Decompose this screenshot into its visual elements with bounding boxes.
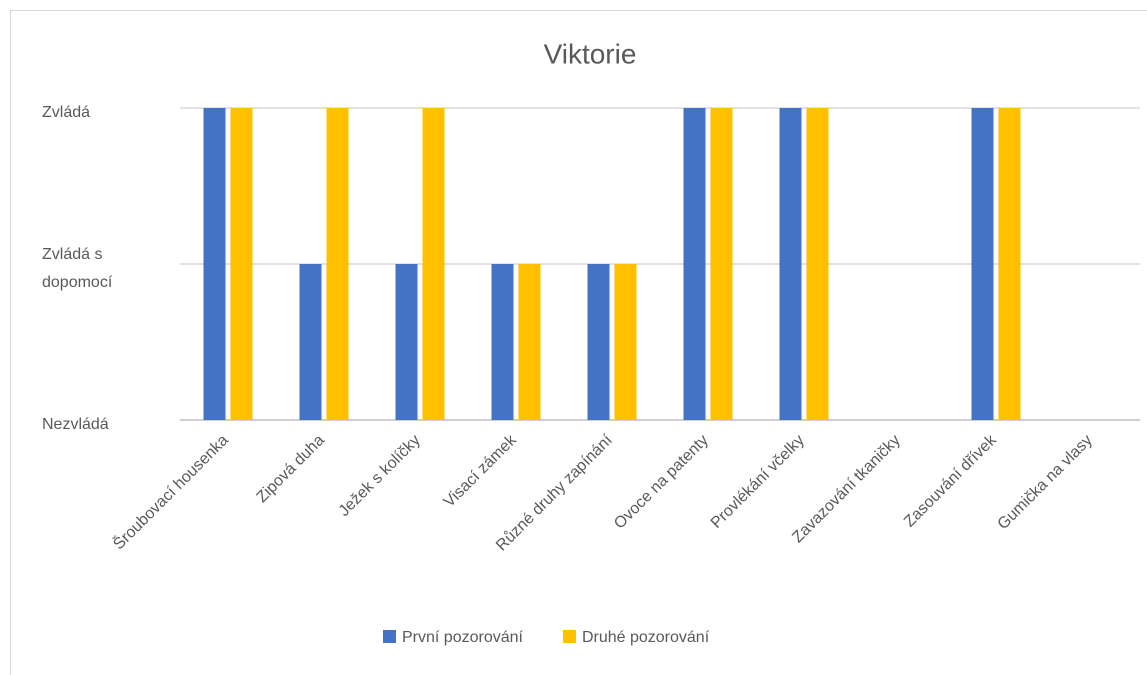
bar (683, 108, 706, 420)
bar (779, 108, 802, 420)
x-tick-label: Zasouvání dřívek (901, 431, 1001, 531)
legend-label: Druhé pozorování (582, 629, 710, 646)
bar (971, 108, 994, 420)
x-tick-label: Šroubovací housenka (109, 430, 232, 553)
legend-label: První pozorování (402, 629, 524, 646)
bar (422, 108, 445, 420)
bar (491, 264, 514, 420)
x-tick-label: Provlékání včelky (708, 432, 808, 532)
bar (806, 108, 829, 420)
y-tick-label: Zvládá s dopomocí (42, 246, 113, 291)
chart-frame (10, 10, 1147, 675)
x-tick-label: Visací zámek (441, 431, 521, 511)
y-tick-label: Zvládá (42, 104, 91, 121)
x-tick-label: Zavazování tkaničky (789, 432, 904, 547)
bar (587, 264, 610, 420)
legend-swatch (562, 630, 576, 643)
bar (518, 264, 541, 420)
bar (203, 108, 226, 420)
bar (710, 108, 733, 420)
x-tick-label: Zipová duha (254, 432, 328, 506)
bar (326, 108, 349, 420)
x-tick-label: Ovoce na patenty (611, 432, 712, 533)
bar (395, 264, 418, 420)
x-tick-label: Ježek s kolíčky (336, 432, 424, 520)
legend-swatch (383, 630, 396, 643)
bar (998, 108, 1021, 420)
bar (614, 264, 637, 420)
y-tick-label: Nezvládá (42, 416, 109, 433)
chart-title: Viktorie (544, 38, 637, 69)
bar (299, 264, 322, 420)
x-tick-label: Gumička na vlasy (995, 432, 1096, 533)
bar (230, 108, 253, 420)
